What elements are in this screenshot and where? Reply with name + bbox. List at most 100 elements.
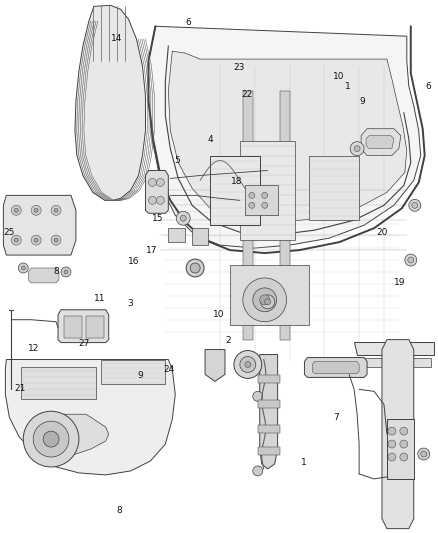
Circle shape (350, 142, 364, 156)
Circle shape (388, 440, 396, 448)
Circle shape (14, 238, 18, 242)
Circle shape (405, 254, 417, 266)
Circle shape (43, 431, 59, 447)
Polygon shape (75, 5, 145, 200)
Circle shape (245, 361, 251, 367)
Text: 2: 2 (225, 336, 230, 345)
Circle shape (176, 211, 190, 225)
Polygon shape (210, 156, 260, 225)
Polygon shape (168, 51, 407, 223)
Text: 22: 22 (242, 90, 253, 99)
Polygon shape (354, 358, 431, 367)
Text: 4: 4 (208, 135, 213, 144)
Circle shape (408, 257, 414, 263)
Text: 17: 17 (146, 246, 157, 255)
Circle shape (21, 266, 25, 270)
Text: 6: 6 (425, 82, 431, 91)
Text: 7: 7 (334, 413, 339, 422)
Circle shape (156, 196, 164, 204)
Circle shape (354, 146, 360, 151)
Text: 10: 10 (333, 72, 344, 81)
Polygon shape (243, 91, 253, 340)
Circle shape (253, 466, 263, 476)
Text: 25: 25 (4, 228, 15, 237)
Circle shape (421, 451, 427, 457)
Polygon shape (361, 129, 401, 156)
Polygon shape (145, 171, 168, 213)
Circle shape (148, 196, 156, 204)
Bar (86, 316, 104, 337)
Polygon shape (366, 136, 394, 149)
Circle shape (180, 215, 186, 221)
Text: 8: 8 (116, 506, 122, 515)
Polygon shape (101, 360, 165, 384)
Circle shape (54, 238, 58, 242)
Circle shape (262, 192, 268, 198)
Bar (258, 425, 279, 433)
Text: 10: 10 (213, 310, 225, 319)
Polygon shape (354, 342, 434, 354)
Text: 14: 14 (111, 34, 122, 43)
Circle shape (400, 427, 408, 435)
Polygon shape (304, 358, 367, 377)
Text: 16: 16 (128, 257, 140, 265)
Circle shape (409, 199, 421, 211)
Polygon shape (260, 354, 278, 469)
Circle shape (64, 270, 68, 274)
Circle shape (249, 203, 255, 208)
Circle shape (31, 235, 41, 245)
Polygon shape (148, 26, 421, 248)
Text: 3: 3 (127, 299, 133, 308)
Circle shape (54, 208, 58, 212)
Text: 9: 9 (360, 96, 365, 106)
Polygon shape (21, 367, 96, 399)
Circle shape (23, 411, 79, 467)
Polygon shape (387, 419, 414, 479)
Text: 27: 27 (78, 339, 90, 348)
Polygon shape (382, 340, 414, 529)
Circle shape (51, 205, 61, 215)
Circle shape (260, 295, 270, 305)
Text: 20: 20 (377, 228, 388, 237)
Polygon shape (205, 350, 225, 382)
Text: 12: 12 (28, 344, 40, 353)
Circle shape (265, 299, 271, 305)
Circle shape (240, 357, 256, 373)
Text: 1: 1 (301, 458, 307, 467)
Polygon shape (279, 91, 290, 340)
Circle shape (253, 391, 263, 401)
Text: 6: 6 (186, 18, 191, 27)
Text: 19: 19 (394, 278, 405, 287)
Text: 18: 18 (231, 177, 242, 186)
Polygon shape (245, 185, 278, 215)
Polygon shape (168, 228, 185, 242)
Circle shape (148, 179, 156, 187)
Circle shape (186, 259, 204, 277)
Circle shape (14, 208, 18, 212)
Text: 1: 1 (345, 82, 350, 91)
Circle shape (34, 208, 38, 212)
Polygon shape (309, 156, 359, 220)
Text: 5: 5 (175, 156, 180, 165)
Circle shape (18, 263, 28, 273)
Bar (258, 447, 279, 455)
Circle shape (388, 453, 396, 461)
Bar (230, 265, 309, 325)
Text: 15: 15 (152, 214, 164, 223)
Polygon shape (192, 228, 208, 245)
Circle shape (234, 351, 262, 378)
Circle shape (61, 267, 71, 277)
Circle shape (249, 192, 255, 198)
Circle shape (418, 448, 430, 460)
Bar (258, 375, 279, 383)
Polygon shape (58, 310, 109, 343)
Text: 9: 9 (138, 370, 144, 379)
Polygon shape (240, 141, 294, 240)
Circle shape (400, 453, 408, 461)
Circle shape (11, 205, 21, 215)
Circle shape (51, 235, 61, 245)
Circle shape (253, 288, 277, 312)
Circle shape (388, 427, 396, 435)
Polygon shape (312, 361, 359, 374)
Bar (64, 316, 82, 337)
